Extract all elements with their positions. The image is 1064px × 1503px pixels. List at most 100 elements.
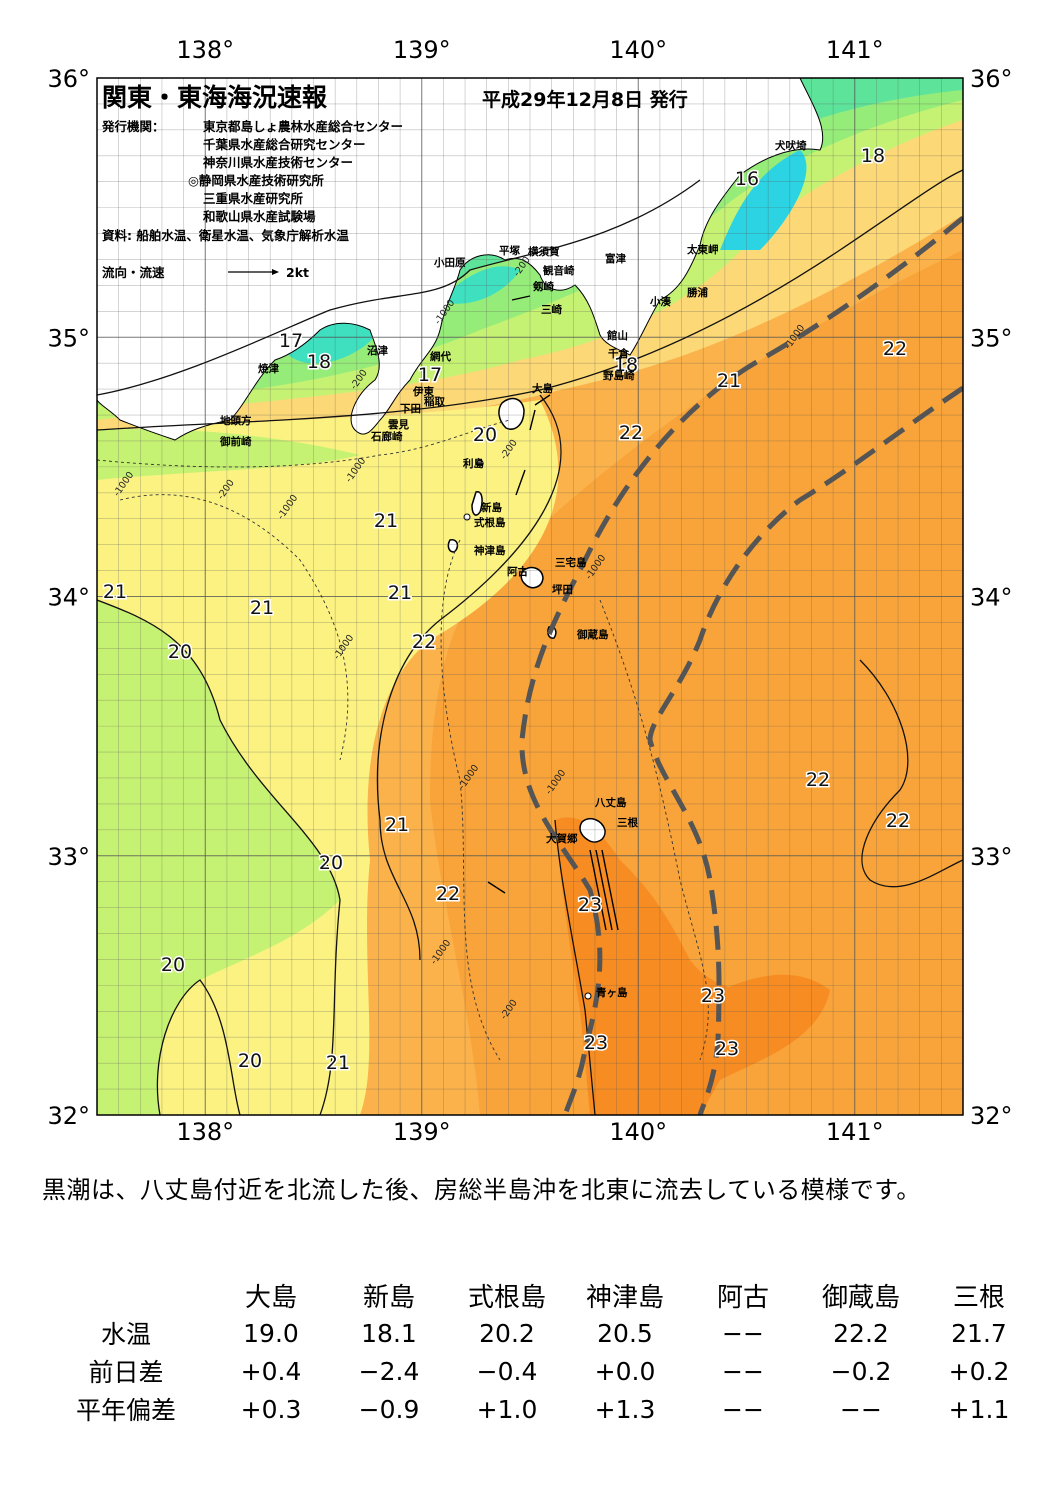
row-label: 平年偏差 bbox=[75, 1396, 176, 1425]
depth-200 bbox=[97, 419, 511, 468]
place-name: 網代 bbox=[430, 350, 451, 363]
issuers-label: 発行機関： bbox=[101, 119, 165, 134]
island-miyakejima bbox=[520, 566, 544, 589]
isotherm-label: 23 bbox=[578, 894, 602, 916]
isotherm-label: 17 bbox=[418, 364, 442, 386]
place-name: 坪田 bbox=[552, 583, 573, 596]
place-name: 三崎 bbox=[541, 303, 562, 316]
lon-axis-label: 141° bbox=[826, 1118, 884, 1146]
station-header: 阿古 bbox=[716, 1282, 769, 1313]
isotherm-18 bbox=[97, 179, 701, 396]
lon-axis-label: 138° bbox=[176, 1118, 234, 1146]
issuer-3: 神奈川県水産技術センター bbox=[203, 155, 353, 170]
station-header: 大島 bbox=[244, 1282, 297, 1313]
island-shikinejima bbox=[463, 513, 471, 521]
zone-16 bbox=[720, 150, 807, 250]
isotherm-label: 23 bbox=[715, 1038, 739, 1060]
place-name: 太東岬 bbox=[686, 243, 719, 256]
isotherm-label: 21 bbox=[717, 370, 741, 392]
island-kozushima bbox=[447, 539, 459, 553]
depth-contours bbox=[97, 419, 709, 1061]
island-toshima bbox=[476, 459, 484, 467]
land-honshu bbox=[97, 78, 824, 441]
isotherm-label: 20 bbox=[473, 424, 497, 446]
place-name: 石廊崎 bbox=[370, 430, 403, 443]
depth-1000-c bbox=[599, 599, 709, 1061]
lat-axis-label: 35° bbox=[47, 324, 90, 352]
station-header: 神津島 bbox=[585, 1282, 664, 1313]
table-cell: −− bbox=[840, 1394, 882, 1424]
table-cell: −0.4 bbox=[476, 1356, 538, 1386]
current-arrow bbox=[595, 849, 613, 931]
place-name: 御蔵島 bbox=[576, 628, 609, 641]
table-cell: +0.2 bbox=[948, 1356, 1010, 1386]
lat-axis-label: 32° bbox=[47, 1102, 90, 1130]
isotherm-22-north bbox=[376, 394, 562, 961]
table-cell: −0.9 bbox=[358, 1394, 420, 1424]
current-legend-arrowhead bbox=[272, 269, 279, 275]
zone-23-east bbox=[700, 974, 830, 1115]
table-cell: +0.4 bbox=[240, 1356, 302, 1386]
map-frame bbox=[96, 77, 964, 1116]
summary-text: 黒潮は、八丈島付近を北流した後、房総半島沖を北東に流去している模様です。 bbox=[42, 1176, 921, 1204]
isotherm-label: 18 bbox=[307, 351, 331, 373]
table-cell: +0.0 bbox=[594, 1356, 656, 1386]
current-arrow bbox=[589, 849, 607, 931]
table-cell: −0.2 bbox=[830, 1356, 892, 1386]
isotherm-label: 20 bbox=[238, 1050, 262, 1072]
isotherm-label: 18 bbox=[614, 354, 638, 376]
station-header: 御蔵島 bbox=[821, 1282, 900, 1313]
current-arrow bbox=[487, 881, 506, 894]
table-cell: +1.1 bbox=[948, 1394, 1010, 1424]
current-arrow bbox=[534, 394, 551, 406]
place-name: 御前崎 bbox=[219, 435, 252, 448]
place-name: 青ヶ島 bbox=[596, 986, 628, 999]
isotherm-21-sw bbox=[319, 899, 341, 1115]
kuroshio-axis-inner bbox=[519, 216, 963, 1115]
table-row-normal-dev: 平年偏差 +0.3 −0.9 +1.0 +1.3 −− −− +1.1 bbox=[40, 1390, 1038, 1428]
issuer-4: ◎静岡県水産技術研究所 bbox=[188, 173, 324, 188]
station-table: 大島 新島 式根島 神津島 阿古 御蔵島 三根 水温 19.0 18.1 20.… bbox=[40, 1276, 1038, 1428]
place-name: 伊東 bbox=[412, 385, 434, 398]
place-name: 下田 bbox=[400, 403, 421, 415]
lat-lon-grid bbox=[97, 78, 963, 1115]
current-legend-scale: 2kt bbox=[286, 265, 309, 280]
lon-axis-label: 140° bbox=[609, 1118, 667, 1146]
place-name: 富津 bbox=[605, 252, 626, 265]
isotherm-label: 21 bbox=[326, 1052, 350, 1074]
table-cell: 22.2 bbox=[833, 1318, 889, 1348]
isotherm-label: 21 bbox=[374, 510, 398, 532]
table-cell: −− bbox=[722, 1356, 764, 1386]
table-cell: −− bbox=[722, 1318, 764, 1348]
isotherm-label: 22 bbox=[412, 631, 436, 653]
zone-20b bbox=[97, 429, 360, 480]
place-name: 稲取 bbox=[424, 395, 445, 408]
isotherm-20-west bbox=[97, 599, 341, 901]
table-cell: 21.7 bbox=[951, 1318, 1007, 1348]
island-niijima bbox=[471, 491, 483, 516]
place-name: 館山 bbox=[606, 329, 628, 342]
zone-20 bbox=[97, 600, 340, 1115]
island-aogashima bbox=[584, 992, 592, 1000]
station-header: 新島 bbox=[362, 1282, 415, 1313]
place-name: 勝浦 bbox=[687, 286, 708, 299]
lat-axis-label: 35° bbox=[970, 324, 1013, 352]
depth-1000-b bbox=[440, 539, 501, 1061]
place-name: 野島崎 bbox=[603, 369, 635, 382]
isotherm-label: 21 bbox=[385, 814, 409, 836]
issuer-1: 東京都島しょ農林水産総合センター bbox=[203, 119, 403, 134]
axis-labels: 138° 138° 139° 139° 140° 140° 141° 141° 36° 36° 35… bbox=[47, 36, 1012, 1146]
isotherm-21-north bbox=[97, 169, 963, 431]
place-name: 八丈島 bbox=[594, 796, 627, 809]
table-cell: +0.3 bbox=[240, 1394, 302, 1424]
place-name: 千倉 bbox=[608, 347, 629, 360]
lat-axis-label: 33° bbox=[970, 843, 1013, 871]
lon-axis-label: 139° bbox=[393, 1118, 451, 1146]
table-cell: −2.4 bbox=[358, 1356, 420, 1386]
current-arrow bbox=[515, 469, 526, 496]
place-name: 小田原 bbox=[433, 256, 466, 269]
isotherm-label: 22 bbox=[619, 422, 643, 444]
kuroshio-axis-outer bbox=[647, 385, 963, 1115]
